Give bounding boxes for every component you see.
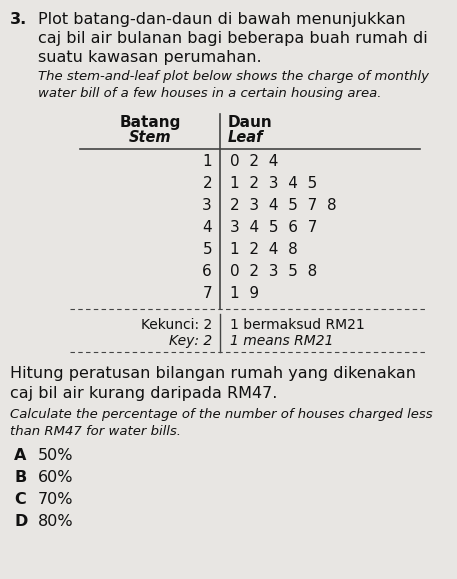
Text: than RM47 for water bills.: than RM47 for water bills. bbox=[10, 425, 181, 438]
Text: 70%: 70% bbox=[38, 492, 74, 507]
Text: Batang: Batang bbox=[119, 115, 181, 130]
Text: D: D bbox=[14, 514, 27, 529]
Text: Kekunci: 2: Kekunci: 2 bbox=[141, 318, 212, 332]
Text: 2: 2 bbox=[202, 177, 212, 192]
Text: Key: 2: Key: 2 bbox=[169, 334, 212, 349]
Text: 50%: 50% bbox=[38, 448, 74, 463]
Text: caj bil air bulanan bagi beberapa buah rumah di: caj bil air bulanan bagi beberapa buah r… bbox=[38, 31, 428, 46]
Text: 0  2  4: 0 2 4 bbox=[230, 155, 278, 170]
Text: 1  2  4  8: 1 2 4 8 bbox=[230, 243, 298, 258]
Text: 0  2  3  5  8: 0 2 3 5 8 bbox=[230, 265, 317, 280]
Text: 1: 1 bbox=[202, 155, 212, 170]
Text: 1  2  3  4  5: 1 2 3 4 5 bbox=[230, 177, 317, 192]
Text: 1 means RM21: 1 means RM21 bbox=[230, 334, 334, 349]
Text: Leaf: Leaf bbox=[228, 130, 264, 145]
Text: 5: 5 bbox=[202, 243, 212, 258]
Text: 7: 7 bbox=[202, 287, 212, 302]
Text: B: B bbox=[14, 470, 26, 485]
Text: 1 bermaksud RM21: 1 bermaksud RM21 bbox=[230, 318, 365, 332]
Text: The stem-and-leaf plot below shows the charge of monthly: The stem-and-leaf plot below shows the c… bbox=[38, 70, 429, 83]
Text: 6: 6 bbox=[202, 265, 212, 280]
Text: Hitung peratusan bilangan rumah yang dikenakan: Hitung peratusan bilangan rumah yang dik… bbox=[10, 366, 416, 381]
Text: 3.: 3. bbox=[10, 12, 27, 27]
Text: 2  3  4  5  7  8: 2 3 4 5 7 8 bbox=[230, 199, 337, 214]
Text: A: A bbox=[14, 448, 27, 463]
Text: C: C bbox=[14, 492, 26, 507]
Text: Stem: Stem bbox=[129, 130, 171, 145]
Text: 80%: 80% bbox=[38, 514, 74, 529]
Text: Daun: Daun bbox=[228, 115, 273, 130]
Text: 60%: 60% bbox=[38, 470, 74, 485]
Text: Calculate the percentage of the number of houses charged less: Calculate the percentage of the number o… bbox=[10, 408, 433, 421]
Text: water bill of a few houses in a certain housing area.: water bill of a few houses in a certain … bbox=[38, 87, 382, 100]
Text: suatu kawasan perumahan.: suatu kawasan perumahan. bbox=[38, 50, 261, 65]
Text: Plot batang-dan-daun di bawah menunjukkan: Plot batang-dan-daun di bawah menunjukka… bbox=[38, 12, 406, 27]
Text: caj bil air kurang daripada RM47.: caj bil air kurang daripada RM47. bbox=[10, 386, 277, 401]
Text: 1  9: 1 9 bbox=[230, 287, 259, 302]
Text: 3  4  5  6  7: 3 4 5 6 7 bbox=[230, 221, 317, 236]
Text: 4: 4 bbox=[202, 221, 212, 236]
Text: 3: 3 bbox=[202, 199, 212, 214]
